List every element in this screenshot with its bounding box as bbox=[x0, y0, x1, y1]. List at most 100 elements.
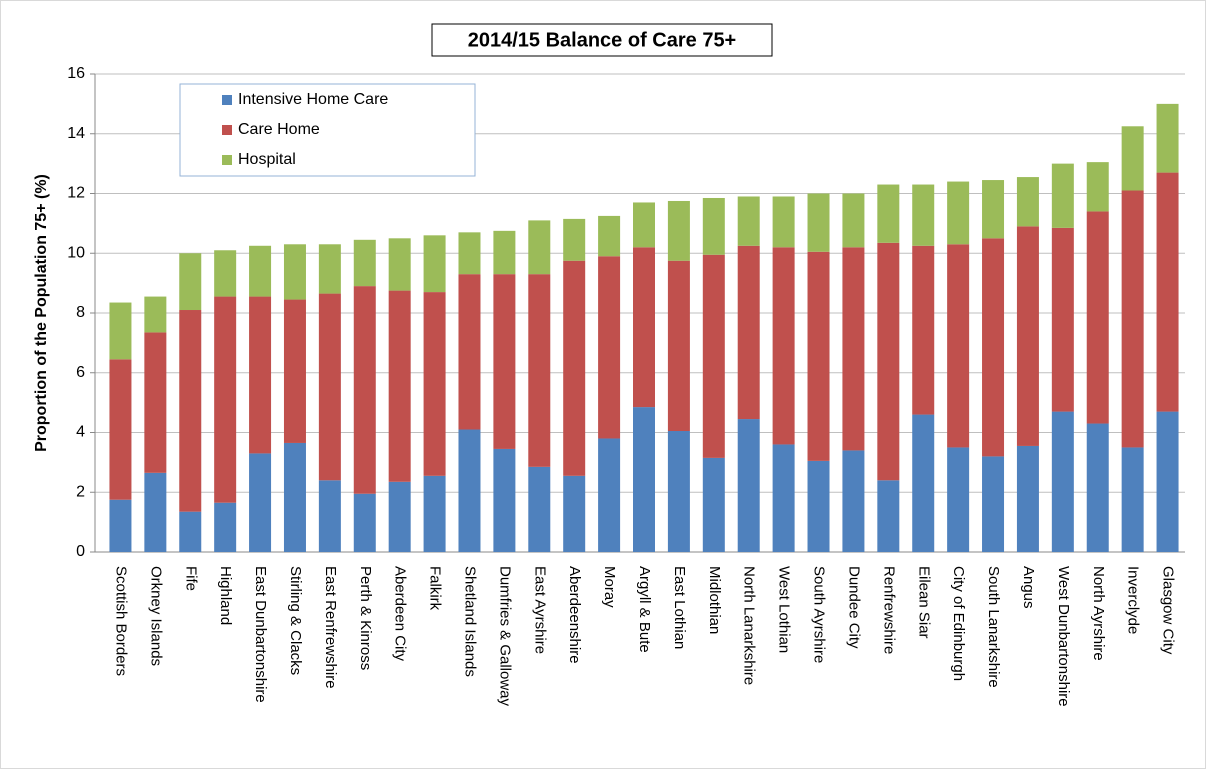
bar-segment bbox=[702, 457, 725, 552]
bar-segment bbox=[737, 196, 760, 246]
bar-segment bbox=[1121, 447, 1144, 552]
bar-segment bbox=[1016, 177, 1039, 227]
bar-segment bbox=[772, 444, 795, 552]
x-tick-label: West Dunbartonshire bbox=[1055, 566, 1072, 707]
bar-segment bbox=[1086, 211, 1109, 424]
bar-segment bbox=[493, 448, 516, 552]
x-tick-label: North Lanarkshire bbox=[741, 566, 758, 685]
bar-segment bbox=[563, 475, 586, 552]
bar-segment bbox=[982, 456, 1005, 552]
x-tick-label: City of Edinburgh bbox=[950, 566, 967, 681]
y-tick-label: 4 bbox=[76, 424, 85, 441]
bar-segment bbox=[842, 193, 865, 248]
bar-segment bbox=[423, 475, 446, 552]
bar-segment bbox=[633, 202, 655, 248]
title-box bbox=[431, 23, 773, 57]
bar-segment bbox=[423, 235, 446, 293]
bar-segment bbox=[109, 499, 132, 552]
bar-segment bbox=[493, 230, 516, 275]
bar-segment bbox=[388, 238, 411, 291]
bar-segment bbox=[702, 254, 725, 458]
y-tick-label: 0 bbox=[76, 543, 85, 560]
bar-segment bbox=[528, 466, 551, 552]
bar-segment bbox=[842, 247, 865, 451]
bar-segment bbox=[493, 274, 516, 449]
x-tick-label: Perth & Kinross bbox=[357, 566, 374, 670]
bar-segment bbox=[1051, 163, 1074, 228]
x-tick-label: Argyll & Bute bbox=[636, 566, 653, 653]
bar-segment bbox=[144, 472, 167, 552]
bar-segment bbox=[807, 251, 830, 461]
bar-segment bbox=[353, 493, 376, 552]
x-tick-label: Shetland Islands bbox=[462, 566, 479, 677]
x-tick-label: South Lanarkshire bbox=[985, 566, 1002, 688]
x-tick-label: Scottish Borders bbox=[112, 566, 129, 676]
y-axis-label: Proportion of the Population 75+ (%) bbox=[33, 174, 50, 452]
bar-segment bbox=[633, 407, 655, 552]
legend-swatch bbox=[222, 155, 232, 165]
bar-segment bbox=[842, 450, 865, 552]
x-tick-label: Aberdeenshire bbox=[566, 566, 583, 664]
bar-segment bbox=[1121, 126, 1144, 191]
bar-segment bbox=[737, 419, 760, 552]
x-tick-label: Dumfries & Galloway bbox=[496, 566, 513, 707]
bar-segment bbox=[563, 260, 586, 476]
bar-segment bbox=[214, 250, 237, 297]
x-tick-label: Orkney Islands bbox=[147, 566, 164, 666]
bar-segment bbox=[807, 193, 830, 252]
bar-segment bbox=[947, 447, 970, 552]
bar-segment bbox=[912, 414, 935, 552]
bar-segment bbox=[283, 299, 306, 443]
x-tick-label: Dundee City bbox=[845, 566, 862, 649]
bar-segment bbox=[388, 481, 411, 552]
bar-segment bbox=[772, 196, 795, 248]
bar-segment bbox=[458, 232, 481, 275]
x-tick-label: Eilean Siar bbox=[915, 566, 932, 639]
x-tick-label: Midlothian bbox=[706, 566, 723, 634]
bar-segment bbox=[1016, 226, 1039, 446]
x-tick-label: Stirling & Clacks bbox=[287, 566, 304, 675]
x-tick-label: Moray bbox=[601, 566, 618, 608]
bar-segment bbox=[667, 431, 690, 552]
bar-segment bbox=[179, 310, 202, 512]
x-tick-label: Inverclyde bbox=[1125, 566, 1142, 634]
x-tick-label: Renfrewshire bbox=[880, 566, 897, 654]
chart-title: 2014/15 Balance of Care 75+ bbox=[468, 29, 737, 51]
bar-segment bbox=[598, 438, 621, 552]
bar-segment bbox=[563, 218, 586, 261]
bar-segment bbox=[249, 296, 272, 454]
bar-segment bbox=[458, 429, 481, 552]
bar-segment bbox=[388, 290, 411, 482]
bar-segment bbox=[179, 253, 202, 311]
bar-segment bbox=[772, 247, 795, 445]
bar-segment bbox=[318, 293, 341, 481]
bar-segment bbox=[144, 332, 167, 473]
bar-segment bbox=[1156, 411, 1179, 552]
bar-segment bbox=[144, 296, 167, 333]
bar-segment bbox=[458, 274, 481, 430]
legend-label: Hospital bbox=[238, 151, 296, 168]
x-tick-label: Glasgow City bbox=[1160, 566, 1177, 655]
bar-segment bbox=[912, 184, 935, 246]
bar-segment bbox=[318, 244, 341, 294]
legend-swatch bbox=[222, 95, 232, 105]
bar-segment bbox=[1121, 190, 1144, 448]
x-tick-label: Angus bbox=[1020, 566, 1037, 609]
bar-segment bbox=[877, 184, 900, 243]
bar-segment bbox=[109, 302, 132, 360]
bar-segment bbox=[353, 239, 376, 287]
x-tick-label: East Renfrewshire bbox=[322, 566, 339, 689]
y-tick-label: 8 bbox=[76, 304, 85, 321]
bar-segment bbox=[667, 260, 690, 432]
bar-segment bbox=[982, 180, 1005, 239]
bar-segment bbox=[877, 480, 900, 552]
y-tick-label: 2 bbox=[76, 483, 85, 500]
y-tick-label: 16 bbox=[67, 65, 85, 82]
bar-segment bbox=[947, 244, 970, 448]
bar-segment bbox=[283, 244, 306, 300]
bar-segment bbox=[1086, 423, 1109, 552]
y-tick-label: 14 bbox=[67, 125, 85, 142]
legend-swatch bbox=[222, 125, 232, 135]
bar-segment bbox=[1156, 103, 1179, 173]
